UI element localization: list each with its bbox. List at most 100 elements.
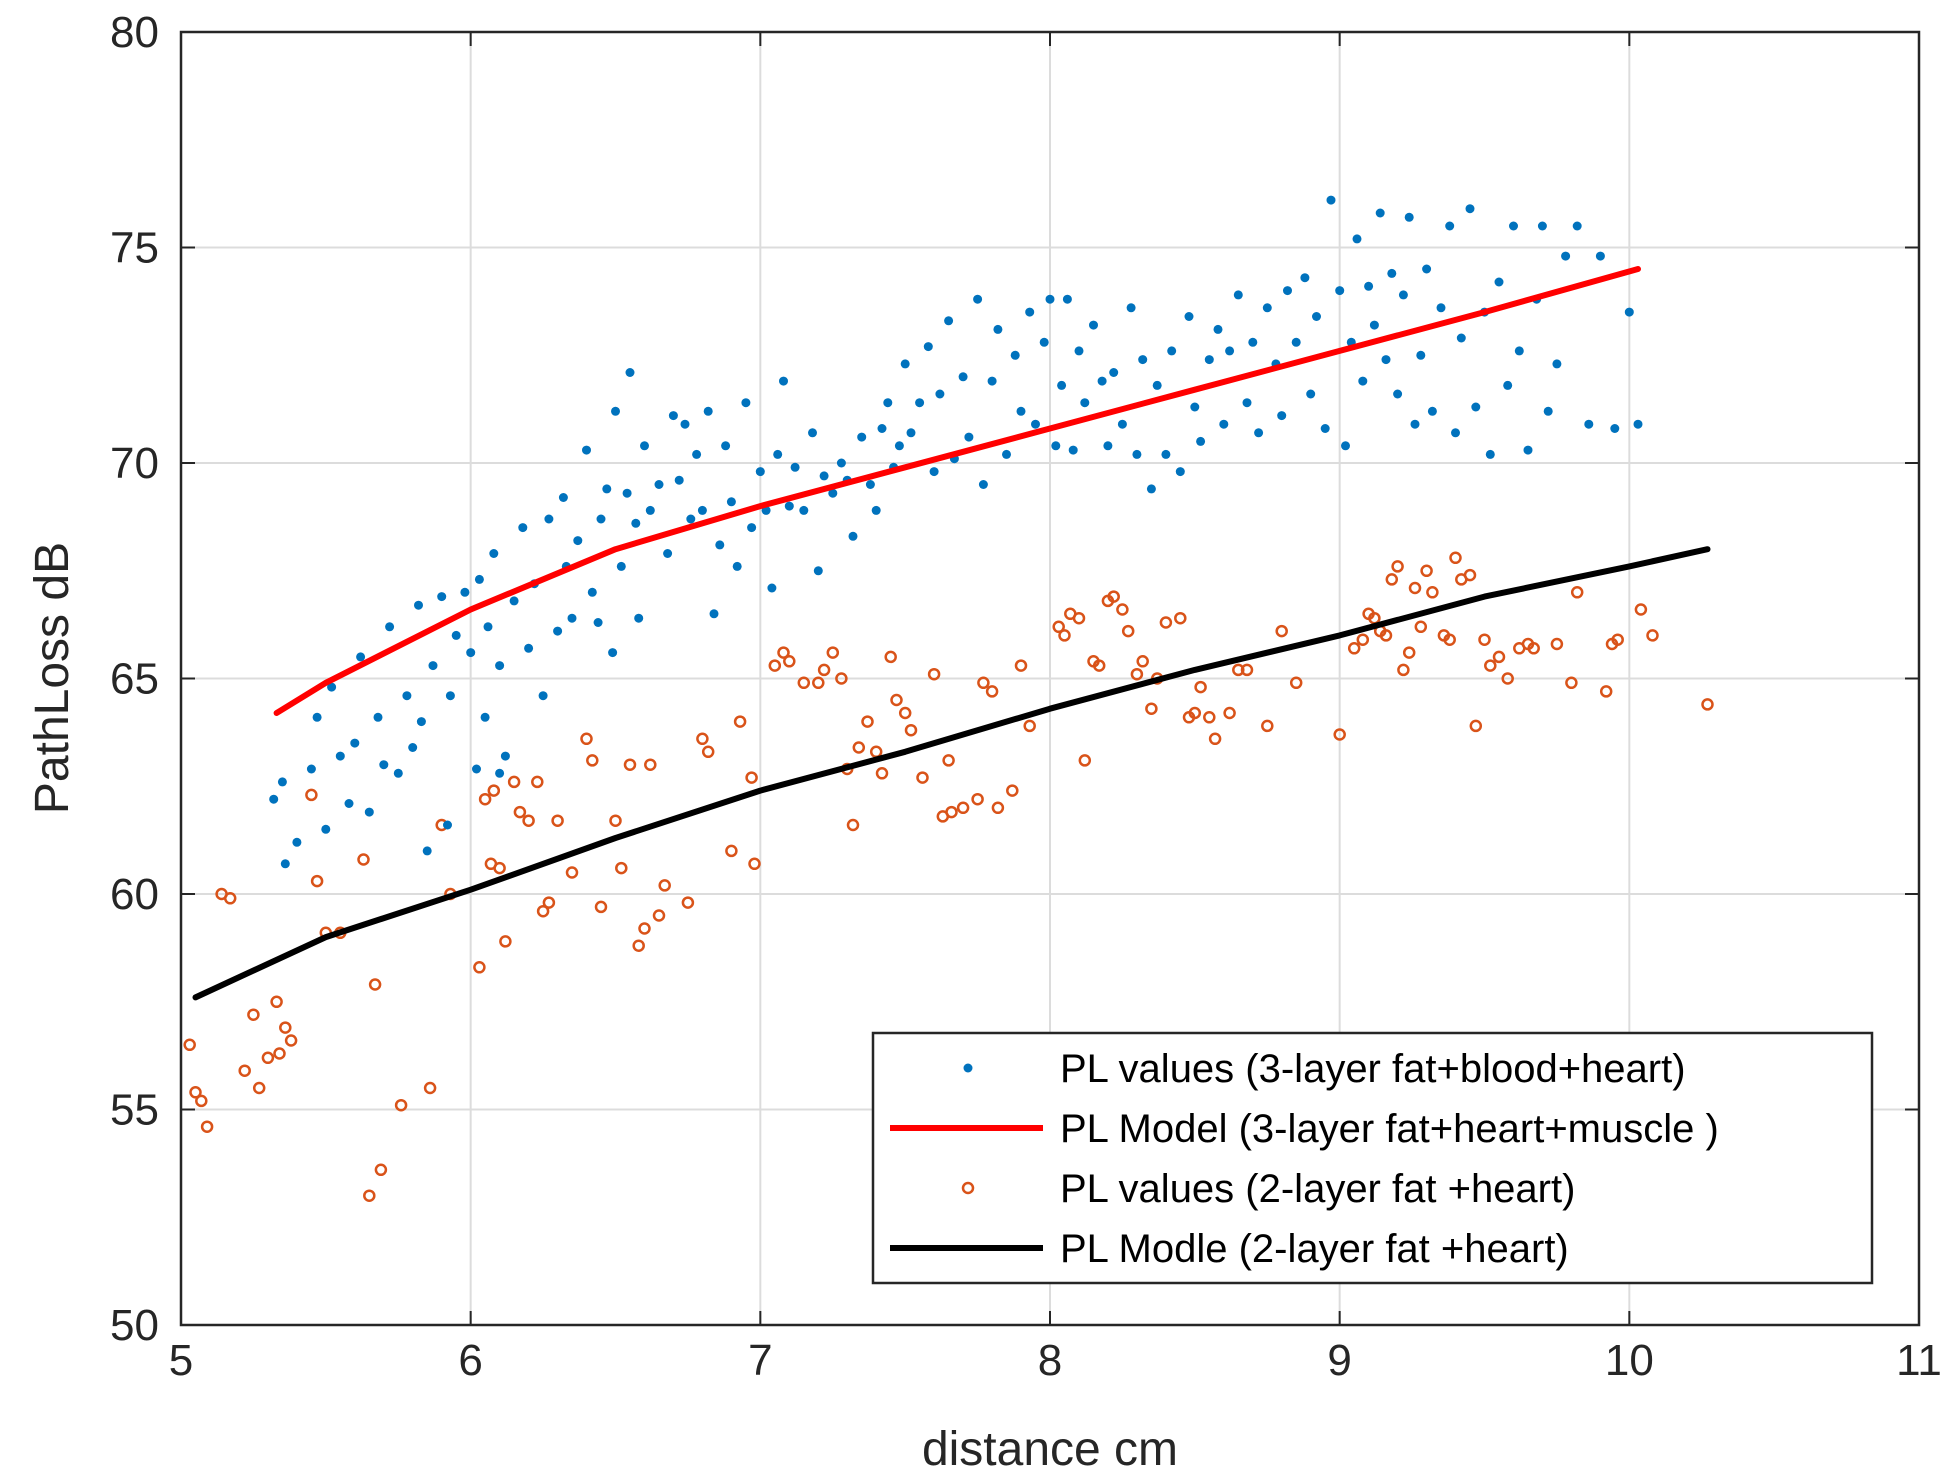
data-point xyxy=(586,754,599,767)
data-point xyxy=(195,1094,208,1108)
data-point xyxy=(594,900,608,914)
legend: PL values (3-layer fat+blood+heart) PL M… xyxy=(871,1031,1874,1285)
data-point xyxy=(1492,650,1506,664)
data-point xyxy=(1208,732,1222,746)
data-point xyxy=(280,859,290,869)
data-point xyxy=(773,449,783,459)
data-point xyxy=(474,574,484,584)
data-point xyxy=(538,691,548,701)
data-point xyxy=(929,467,939,477)
data-point xyxy=(1570,586,1584,599)
data-point xyxy=(991,801,1005,815)
data-point xyxy=(828,488,838,498)
data-point xyxy=(1203,711,1216,724)
tick-marks xyxy=(180,31,1920,1326)
data-point xyxy=(277,777,287,787)
data-point xyxy=(1523,445,1533,455)
data-point xyxy=(1451,428,1460,438)
data-point xyxy=(480,712,490,722)
data-point xyxy=(1552,359,1562,369)
data-point xyxy=(1145,702,1158,715)
data-point xyxy=(721,441,731,451)
data-point xyxy=(663,549,673,558)
data-point xyxy=(1364,281,1374,291)
data-point xyxy=(1188,706,1202,720)
data-point xyxy=(958,372,968,382)
data-point xyxy=(819,471,829,481)
data-point xyxy=(1062,294,1072,304)
data-point xyxy=(978,480,988,489)
data-point xyxy=(1352,234,1362,244)
data-point xyxy=(1422,264,1432,274)
legend-label-3layer-values: PL values (3-layer fat+blood+heart) xyxy=(1060,1047,1686,1091)
data-point xyxy=(745,771,758,784)
data-point xyxy=(1326,195,1336,205)
data-point xyxy=(582,445,591,455)
data-point xyxy=(777,646,790,659)
y-tick-label: 75 xyxy=(110,224,159,273)
data-point xyxy=(374,1163,388,1177)
data-point xyxy=(1599,685,1613,698)
data-point xyxy=(1291,337,1301,347)
data-point xyxy=(495,768,505,778)
data-point xyxy=(1138,355,1148,365)
data-point xyxy=(1057,380,1067,390)
data-point xyxy=(542,896,556,909)
data-point xyxy=(654,480,664,489)
data-point xyxy=(1387,268,1397,278)
data-point xyxy=(487,784,501,797)
data-point xyxy=(1565,676,1578,690)
data-point xyxy=(335,751,345,761)
data-point xyxy=(1610,424,1620,433)
data-point xyxy=(1471,402,1481,412)
data-point xyxy=(1213,324,1223,334)
data-point xyxy=(915,398,925,408)
data-point xyxy=(1393,389,1403,399)
series-0 xyxy=(269,195,1643,869)
data-point xyxy=(790,462,800,472)
data-point xyxy=(1233,290,1243,300)
data-point xyxy=(747,523,757,533)
data-point xyxy=(725,844,738,858)
tick-labels: 5 6 7 8 9 10 11 50 55 60 65 70 75 80 xyxy=(110,8,1942,1385)
data-point xyxy=(350,738,360,748)
data-point xyxy=(305,788,318,802)
data-point xyxy=(1624,307,1634,317)
data-point xyxy=(944,316,954,326)
data-point xyxy=(306,764,316,774)
data-point xyxy=(622,488,632,498)
data-point xyxy=(368,978,382,991)
data-point xyxy=(1381,355,1391,365)
data-point xyxy=(451,630,461,640)
data-point xyxy=(1543,406,1553,416)
x-axis-title: distance cm xyxy=(922,1423,1178,1476)
data-point xyxy=(964,432,974,442)
data-point xyxy=(1456,333,1466,343)
data-point xyxy=(189,1086,202,1099)
data-point xyxy=(916,771,929,784)
data-point xyxy=(279,1021,292,1034)
data-point xyxy=(609,814,622,827)
data-point xyxy=(1283,286,1292,296)
x-tick-label: 7 xyxy=(748,1336,772,1385)
data-point xyxy=(632,939,645,952)
data-point xyxy=(408,743,418,752)
data-point xyxy=(478,792,492,806)
data-point xyxy=(1175,467,1185,477)
data-point xyxy=(645,505,655,515)
y-tick-label: 55 xyxy=(110,1086,159,1135)
data-point xyxy=(1312,312,1321,321)
data-point xyxy=(1397,663,1410,677)
data-point xyxy=(904,723,918,737)
data-point xyxy=(1404,212,1414,222)
data-point xyxy=(1275,624,1288,638)
data-point xyxy=(898,706,912,720)
data-point xyxy=(1204,355,1214,365)
data-point xyxy=(1494,277,1504,287)
data-point xyxy=(817,663,831,677)
data-point xyxy=(826,646,840,659)
data-point xyxy=(1402,646,1416,659)
data-point xyxy=(1701,698,1714,711)
data-point xyxy=(379,760,389,770)
data-point xyxy=(1074,346,1084,356)
